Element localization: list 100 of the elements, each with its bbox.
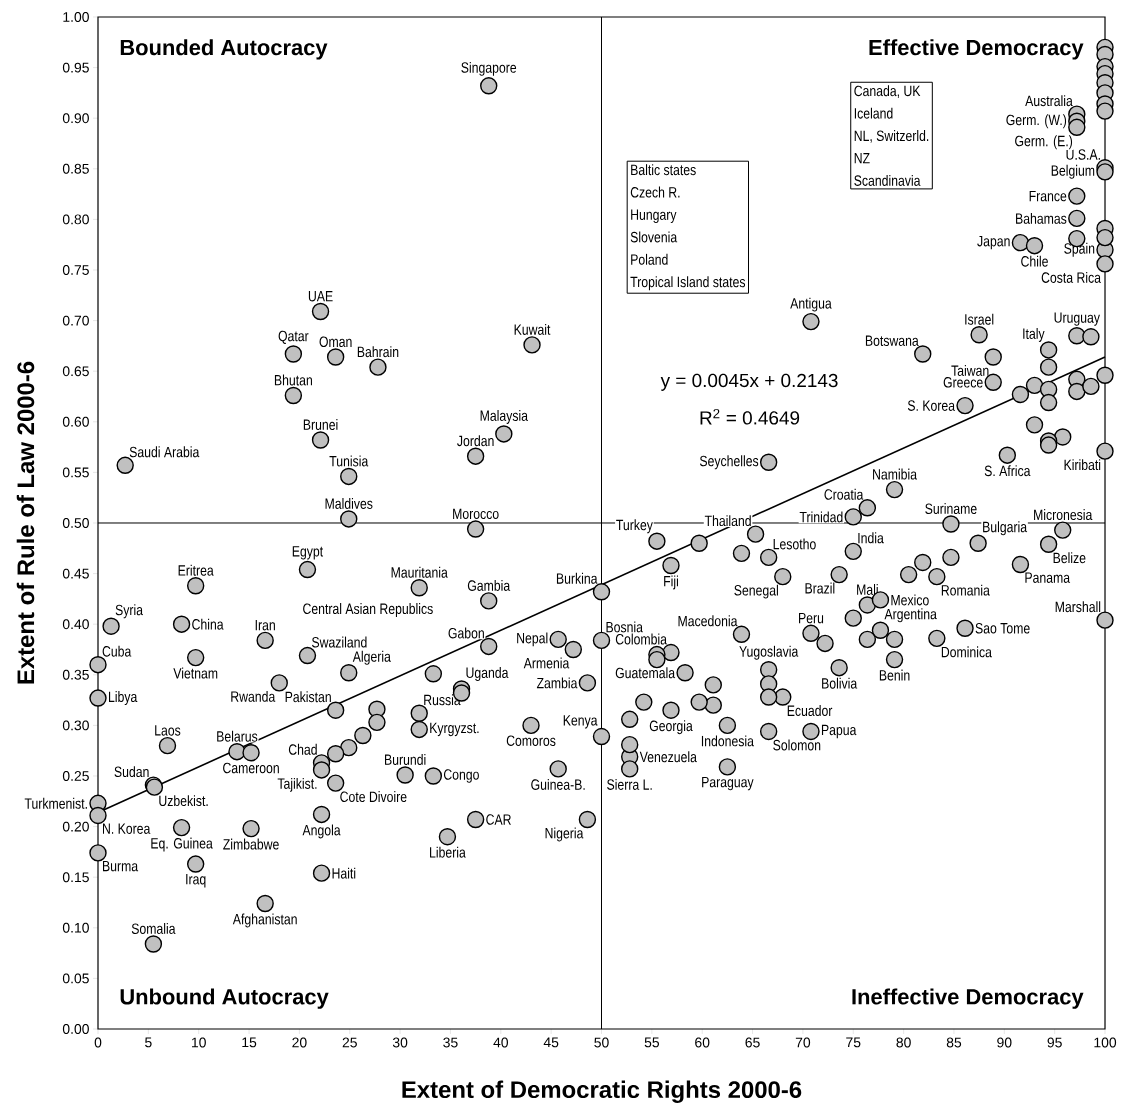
annotation: Micronesia	[1034, 509, 1093, 521]
annotation: Turkmenist.	[24, 797, 87, 809]
annotation: Panama	[1025, 572, 1071, 583]
annotation: Indonesia	[701, 735, 754, 747]
x-tick-label: 15	[242, 1037, 257, 1048]
annotation: U.S.A.	[1066, 149, 1100, 160]
annotation: Laos	[155, 725, 181, 736]
annotation: Kenya	[563, 715, 598, 729]
annotation: Thailand	[704, 515, 751, 527]
annotation: Antigua	[790, 297, 832, 312]
annotation: Pakistan	[285, 691, 331, 703]
annotation: Burkina	[556, 572, 598, 584]
annotation: Sierra L.	[607, 778, 652, 790]
y-tick-label: 0.10	[62, 922, 89, 933]
y-tick-label: 0.35	[62, 669, 89, 680]
annotation: Czech R.	[630, 186, 680, 198]
x-tick-label: 65	[745, 1037, 760, 1048]
annotation: Greece	[943, 377, 983, 388]
x-tick-label: 10	[192, 1037, 206, 1048]
annotation: Italy	[1023, 328, 1045, 342]
annotation: R$^{2}$ = 0.4649	[700, 408, 800, 425]
annotation: CAR	[486, 814, 511, 825]
annotation: Bosnia	[606, 621, 643, 633]
annotation: Cameroon	[223, 762, 279, 774]
annotation: Somalia	[131, 923, 176, 934]
annotation: Tajikist.	[277, 777, 317, 792]
annotation: Saudi Arabia	[129, 446, 200, 458]
annotation: Morocco	[453, 508, 499, 520]
annotation: UAE	[308, 291, 333, 302]
annotation: France	[1029, 190, 1067, 202]
annotation: Bahamas	[1016, 212, 1067, 224]
x-tick-label: 45	[543, 1037, 559, 1048]
x-tick-label: 5	[145, 1037, 152, 1048]
annotation: Rwanda	[231, 690, 276, 702]
annotation: Guinea-B.	[531, 778, 585, 790]
annotation: Syria	[115, 604, 143, 619]
annotation: Scandinavia	[854, 174, 921, 186]
annotation: Eq. Guinea	[151, 837, 213, 852]
annotation: Paraguay	[702, 776, 754, 791]
annotation: Botswana	[865, 335, 919, 346]
annotation: Baltic states	[631, 164, 696, 176]
annotation: Israel	[965, 313, 994, 325]
y-tick-label: 0.60	[62, 416, 89, 427]
annotation: Papua	[821, 724, 857, 739]
y-tick-label: 0.75	[62, 265, 89, 275]
annotation: Qatar	[278, 330, 309, 344]
y-tick-label: 0.55	[62, 467, 89, 478]
annotation: Maldives	[325, 497, 373, 509]
annotation: Iraq	[186, 874, 206, 888]
annotation: Dominica	[941, 646, 992, 658]
annotation: Costa Rica	[1041, 271, 1101, 283]
annotation: NZ	[854, 153, 870, 164]
annotation: Venezuela	[639, 751, 697, 763]
y-tick-label: 0.50	[62, 518, 89, 528]
x-tick-label: 55	[644, 1037, 660, 1048]
x-tick-label: 80	[896, 1037, 911, 1048]
x-tick-label: 50	[594, 1037, 609, 1048]
x-tick-label: 75	[846, 1037, 861, 1048]
y-tick-label: 1.00	[63, 12, 89, 22]
annotation: Armenia	[523, 657, 570, 669]
y-tick-label: 0.70	[62, 315, 89, 326]
annotation: Japan	[977, 235, 1010, 250]
annotation: Canada, UK	[854, 85, 921, 98]
annotation: Peru	[799, 612, 824, 624]
y-tick-label: 0.00	[62, 1024, 89, 1034]
annotation: Lesotho	[773, 538, 816, 550]
annotation: Fiji	[664, 575, 678, 590]
annotation: India	[858, 532, 884, 544]
y-tick-label: 0.65	[62, 366, 89, 377]
y-tick-label: 0.05	[62, 973, 89, 984]
annotation: Kyrgyzst.	[430, 722, 479, 737]
annotation: Mali	[857, 583, 878, 595]
annotation: Sao Tome	[975, 622, 1030, 634]
x-tick-label: 35	[443, 1037, 458, 1048]
annotation: Belarus	[217, 730, 258, 742]
annotation: Benin	[879, 669, 910, 681]
annotation: Germ. (E.)	[1015, 135, 1073, 150]
annotation: Angola	[302, 824, 341, 839]
annotation: Bhutan	[274, 374, 312, 386]
annotation: Bulgaria	[983, 521, 1028, 536]
annotation: Belgium	[1051, 164, 1095, 179]
annotation: Zambia	[536, 677, 578, 689]
annotation: Taiwan	[951, 365, 989, 376]
annotation: Mauritania	[391, 566, 448, 578]
annotation: Bounded Autocracy	[120, 39, 328, 60]
annotation: Iceland	[854, 107, 893, 119]
annotation: Yugoslavia	[739, 645, 799, 660]
annotation: Hungary	[631, 209, 677, 223]
y-tick-label: 0.80	[62, 214, 89, 225]
annotation: Colombia	[615, 633, 667, 645]
annotation: Mexico	[891, 594, 929, 606]
annotation: Gambia	[467, 579, 511, 591]
annotation: Central Asian Republics	[303, 603, 433, 617]
annotation: Effective Democracy	[869, 39, 1084, 60]
y-axis-title: Extent of Rule of Law 2000-6	[16, 361, 35, 684]
annotation: Uganda	[466, 667, 509, 681]
annotation: S. Africa	[984, 465, 1031, 477]
annotation: Brunei	[303, 419, 338, 430]
y-tick-label: 0.85	[62, 163, 89, 174]
annotation: Macedonia	[678, 615, 738, 627]
